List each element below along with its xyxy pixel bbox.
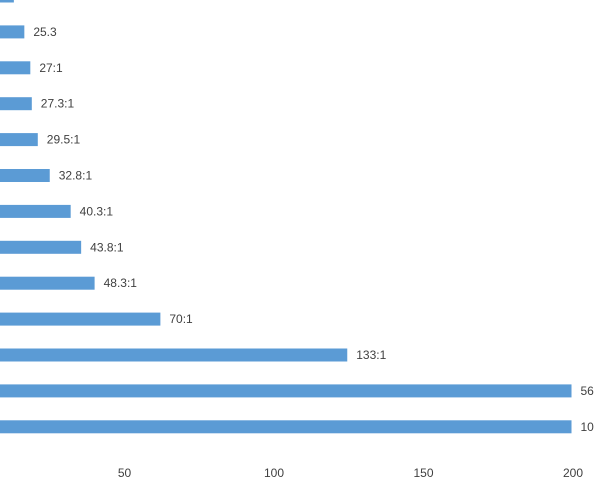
bar-value-label: 48.3:1 <box>104 276 138 290</box>
bar <box>0 97 32 111</box>
bar-value-label: 133:1 <box>356 348 386 362</box>
x-axis: 50 100 150 200 <box>118 466 584 480</box>
x-tick-label: 200 <box>563 466 583 480</box>
bar <box>0 169 50 182</box>
x-tick-label: 100 <box>264 466 284 480</box>
bar <box>0 61 31 75</box>
bar <box>0 312 161 326</box>
bar-value-label: 43.8:1 <box>90 240 124 254</box>
bar-value-label: 27.3:1 <box>41 97 75 111</box>
bar-value-label: 10 <box>581 420 595 434</box>
bar <box>0 420 572 434</box>
data-labels-group: 25.5 25.3 27:1 27.3:1 29.5:1 32.8:1 40.3:1 43.8… <box>23 0 594 434</box>
bar-value-label: 56 <box>581 384 595 398</box>
x-tick-label: 150 <box>413 466 433 480</box>
bar <box>0 25 25 39</box>
bar <box>0 384 572 398</box>
x-tick-label: 50 <box>118 466 132 480</box>
bar <box>0 276 95 290</box>
bar-value-label: 25.3 <box>33 25 57 39</box>
bar-value-label: 40.3:1 <box>80 204 114 218</box>
bar <box>0 133 38 147</box>
bar-value-label: 29.5:1 <box>47 133 81 147</box>
bar-value-label: 32.8:1 <box>59 169 93 183</box>
bar <box>0 348 348 362</box>
bar <box>0 204 71 218</box>
bar-value-label: 70:1 <box>169 312 193 326</box>
bars-group <box>0 0 572 434</box>
bar-value-label: 25.5 <box>23 0 47 3</box>
bar-value-label: 27:1 <box>39 61 63 75</box>
bar <box>0 0 14 3</box>
bar <box>0 240 82 254</box>
